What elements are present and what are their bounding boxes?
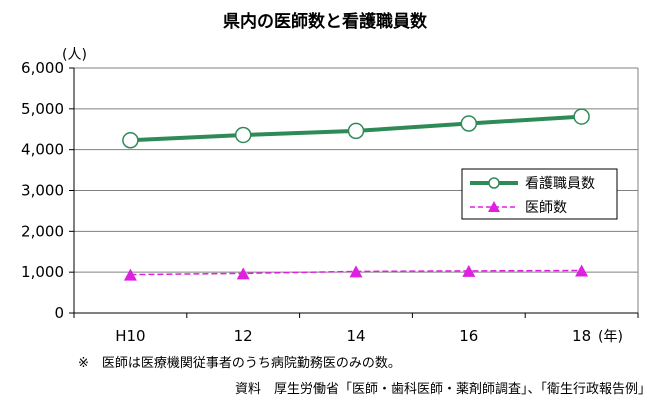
y-tick-label: 1,000 (21, 263, 64, 281)
x-axis-ticks: H10 12 14 16 18 (73, 313, 639, 345)
y-tick-label: 5,000 (21, 100, 64, 118)
y-tick-label: 4,000 (21, 141, 64, 159)
y-tick-label: 3,000 (21, 182, 64, 200)
legend-box (461, 168, 618, 220)
series-layer (122, 108, 590, 281)
y-unit-label: (人) (62, 47, 87, 63)
data-point-circle (347, 122, 365, 140)
x-tick-label: 18 (572, 327, 591, 345)
data-point-triangle (236, 267, 250, 280)
data-point-triangle (123, 268, 137, 281)
y-tick-label: 2,000 (21, 222, 64, 240)
source-note: 資料 厚生労働省「医師・歯科医師・薬剤師調査」、「衛生行政報告例」 (235, 381, 651, 397)
legend-label-doctors: 医師数 (525, 200, 567, 216)
x-unit-label: (年) (598, 329, 623, 345)
x-tick-label: 14 (346, 327, 365, 345)
y-tick-label: 0 (54, 304, 64, 322)
footnote: ※ 医師は医療機関従事者のうち病院勤務医のみの数。 (78, 356, 401, 371)
x-tick-label: 16 (459, 327, 478, 345)
y-tick-label: 6,000 (21, 59, 64, 77)
data-point-circle (122, 132, 139, 149)
x-tick-label: 12 (234, 327, 253, 345)
legend-label-nurses: 看護職員数 (525, 176, 595, 192)
data-point-circle (573, 108, 590, 125)
legend-marker-nurses (488, 177, 500, 189)
data-point-triangle (349, 265, 363, 278)
legend-marker-doctors (488, 201, 500, 212)
legend: 看護職員数 医師数 (461, 168, 618, 220)
data-point-circle (460, 115, 478, 132)
chart-title: 県内の医師数と看護職員数 (223, 11, 428, 32)
data-point-triangle (575, 264, 589, 277)
x-tick-label: H10 (115, 327, 145, 345)
data-point-triangle (462, 264, 476, 277)
y-axis-ticks: 0 1,000 2,000 3,000 4,000 5,000 6,000 (21, 59, 74, 322)
data-point-circle (234, 126, 252, 144)
